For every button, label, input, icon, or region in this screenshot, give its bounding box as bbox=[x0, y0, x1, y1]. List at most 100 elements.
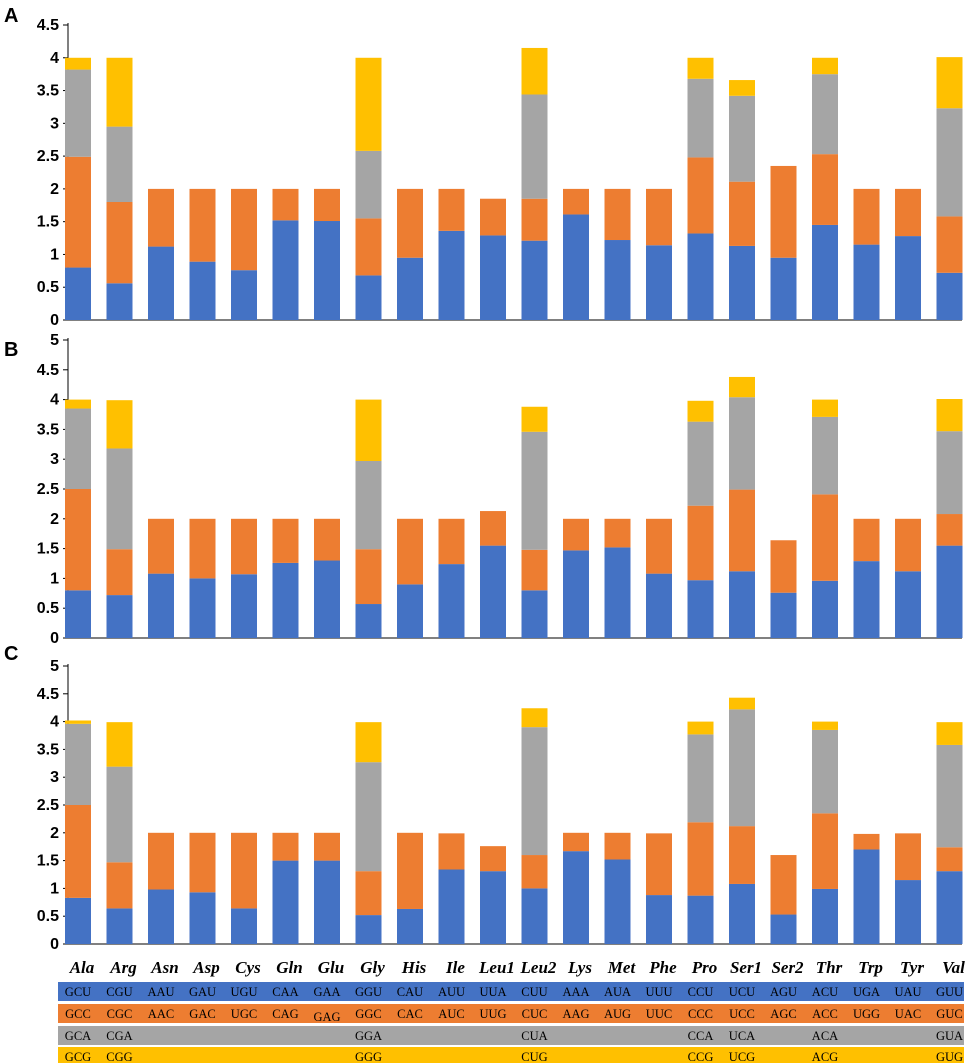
codon-cell: UAU bbox=[894, 985, 921, 999]
bar-C-Thr-blue bbox=[812, 888, 838, 944]
y-tick-label: 1 bbox=[50, 880, 59, 897]
bar-C-Ile-blue bbox=[438, 869, 465, 944]
bar-B-Leu1-orange bbox=[480, 511, 506, 546]
codon-cell: AUA bbox=[604, 985, 631, 999]
bar-C-Pro-yellow bbox=[687, 721, 714, 735]
bar-B-Val-orange bbox=[936, 514, 963, 546]
bar-A-Gln-orange bbox=[272, 188, 299, 221]
y-tick-label: 1.5 bbox=[37, 541, 59, 558]
bar-A-Val-blue bbox=[936, 272, 963, 320]
bar-A-Ala-yellow bbox=[65, 57, 91, 70]
bar-C-Glu-orange bbox=[314, 832, 340, 861]
bar-A-Tyr-orange bbox=[895, 188, 921, 237]
bar-B-Thr-orange bbox=[812, 494, 838, 581]
bar-B-Asn-blue bbox=[148, 573, 174, 638]
bar-B-Leu2-yellow bbox=[521, 406, 548, 432]
bar-B-His-blue bbox=[397, 584, 423, 638]
bar-A-Trp-orange bbox=[853, 188, 880, 245]
bar-B-Ala-orange bbox=[65, 489, 91, 591]
codon-cell: ACA bbox=[812, 1029, 838, 1043]
bar-A-Lys-blue bbox=[563, 214, 589, 320]
bar-B-Phe-orange bbox=[646, 518, 672, 574]
codon-cell: AUU bbox=[438, 985, 465, 999]
bar-B-Gly-orange bbox=[355, 549, 382, 605]
codon-cell: CCU bbox=[688, 985, 714, 999]
bar-A-Thr-yellow bbox=[812, 57, 838, 75]
bar-A-Val-orange bbox=[936, 216, 963, 273]
codon-cell: GGU bbox=[355, 985, 382, 999]
codon-cell: CAC bbox=[397, 1007, 423, 1021]
codon-cell: UUC bbox=[646, 1007, 672, 1021]
codon-cell: GGG bbox=[355, 1050, 382, 1063]
codon-cell: UCU bbox=[729, 985, 755, 999]
bar-B-Ser1-gray bbox=[729, 397, 755, 490]
panel-label-B: B bbox=[4, 339, 18, 361]
bar-B-Gly-yellow bbox=[355, 399, 382, 461]
aa-label-Leu2: Leu2 bbox=[520, 958, 557, 977]
bar-A-Ala-orange bbox=[65, 156, 91, 268]
bar-A-Arg-blue bbox=[106, 283, 133, 320]
bar-C-Val-orange bbox=[936, 847, 963, 872]
aa-label-Gln: Gln bbox=[276, 958, 302, 977]
bar-A-Pro-blue bbox=[687, 233, 714, 320]
codon-cell: GUU bbox=[936, 985, 963, 999]
bar-C-Thr-orange bbox=[812, 813, 838, 889]
bar-A-Ala-blue bbox=[65, 267, 91, 320]
bar-C-Leu2-gray bbox=[521, 727, 548, 856]
codon-cell: AGU bbox=[770, 985, 797, 999]
bar-C-Tyr-orange bbox=[895, 833, 921, 881]
bar-C-Asn-blue bbox=[148, 889, 174, 944]
bar-B-Asp-blue bbox=[189, 578, 216, 638]
bar-A-Ser1-blue bbox=[729, 245, 755, 320]
bar-A-Val-gray bbox=[936, 108, 963, 217]
bar-C-Leu2-yellow bbox=[521, 708, 548, 728]
codon-cell: GGA bbox=[355, 1029, 382, 1043]
aa-label-Ala: Ala bbox=[69, 958, 95, 977]
bar-B-Val-blue bbox=[936, 545, 963, 638]
bar-A-Ser1-yellow bbox=[729, 80, 755, 96]
y-tick-label: 3.5 bbox=[37, 83, 59, 100]
bar-B-Ile-orange bbox=[438, 518, 465, 565]
bar-A-Ser1-gray bbox=[729, 95, 755, 182]
bar-C-Cys-orange bbox=[231, 832, 257, 909]
bar-C-Trp-orange bbox=[853, 833, 880, 850]
bar-B-Thr-gray bbox=[812, 416, 838, 495]
codon-cell: GAA bbox=[313, 985, 340, 999]
bar-B-Gln-blue bbox=[272, 562, 299, 638]
bar-A-Lys-orange bbox=[563, 188, 589, 215]
bar-A-Phe-orange bbox=[646, 188, 672, 246]
bar-A-Leu2-gray bbox=[521, 94, 548, 199]
bar-C-Ala-orange bbox=[65, 805, 91, 898]
codon-cell: ACC bbox=[812, 1007, 838, 1021]
bar-B-Pro-gray bbox=[687, 421, 714, 506]
codon-cell: AAC bbox=[148, 1007, 174, 1021]
bar-A-Ser1-orange bbox=[729, 181, 755, 246]
codon-cell: GAU bbox=[189, 985, 216, 999]
bar-B-His-orange bbox=[397, 518, 423, 585]
aa-label-Lys: Lys bbox=[567, 958, 592, 977]
bar-B-Arg-gray bbox=[106, 448, 133, 550]
codon-row-band-yellow bbox=[58, 1047, 964, 1063]
bar-C-Ser2-blue bbox=[770, 914, 797, 944]
bar-C-His-orange bbox=[397, 832, 423, 909]
bar-C-Asn-orange bbox=[148, 832, 174, 890]
y-tick-label: 5 bbox=[50, 658, 59, 675]
bar-A-His-blue bbox=[397, 257, 423, 320]
bar-C-Trp-blue bbox=[853, 849, 880, 944]
bar-B-Leu1-blue bbox=[480, 545, 506, 638]
aa-label-His: His bbox=[401, 958, 427, 977]
bar-B-Arg-orange bbox=[106, 549, 133, 596]
codon-cell: GAG bbox=[313, 1010, 340, 1024]
aa-label-Thr: Thr bbox=[816, 958, 843, 977]
codon-cell: AAU bbox=[147, 985, 174, 999]
bar-A-Cys-orange bbox=[231, 188, 257, 271]
bar-A-Ile-blue bbox=[438, 230, 465, 320]
aa-label-Trp: Trp bbox=[858, 958, 883, 977]
y-tick-label: 0.5 bbox=[37, 600, 59, 617]
y-tick-label: 0 bbox=[50, 312, 59, 329]
aa-label-Asp: Asp bbox=[192, 958, 219, 977]
y-tick-label: 2.5 bbox=[37, 797, 59, 814]
bar-A-Asn-blue bbox=[148, 246, 174, 320]
bar-A-Pro-yellow bbox=[687, 57, 714, 79]
